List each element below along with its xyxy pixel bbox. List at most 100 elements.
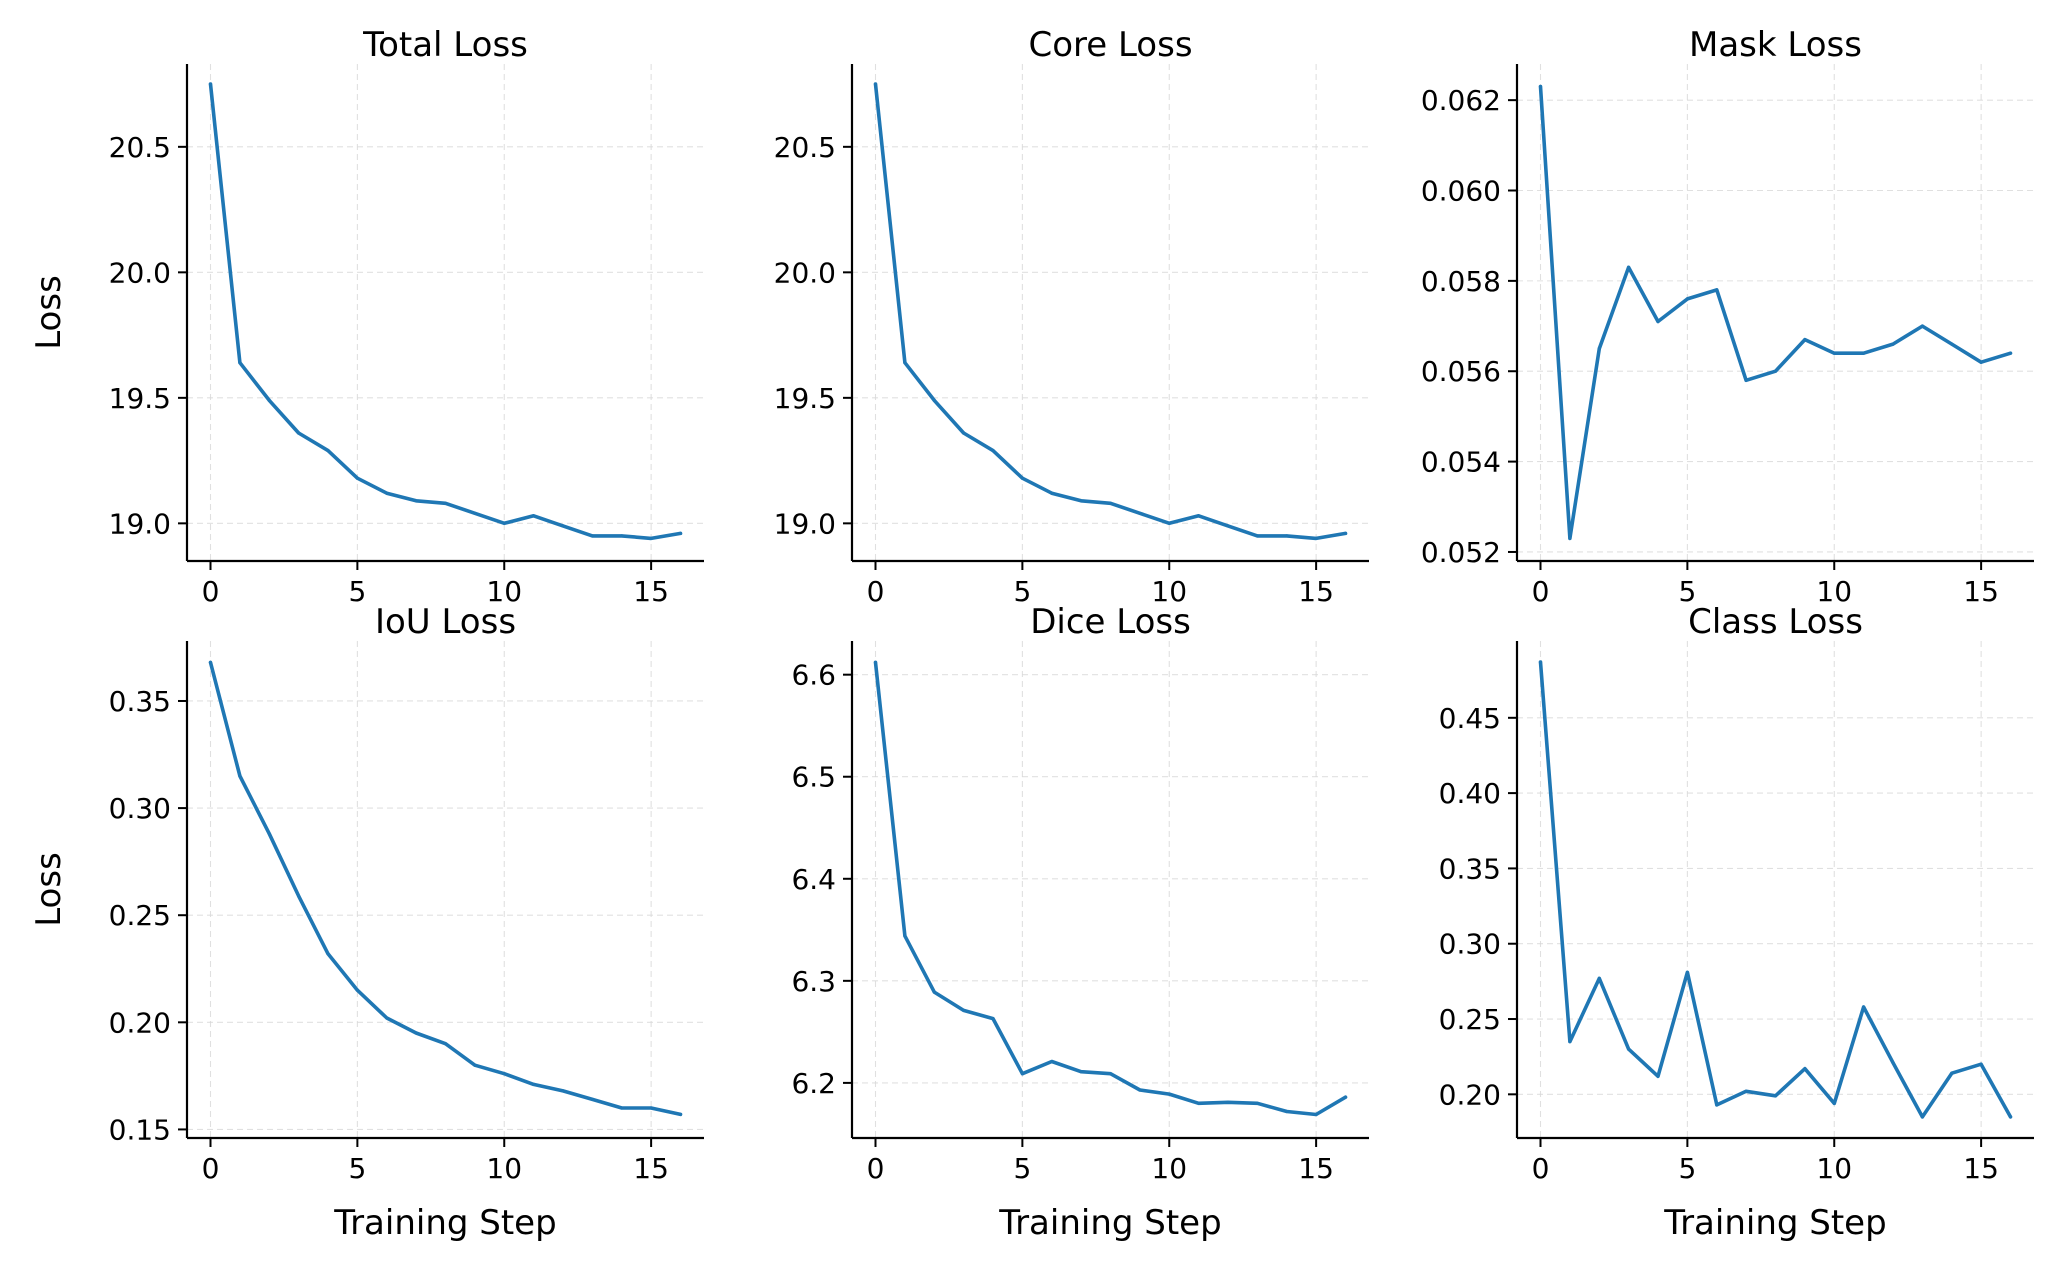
data-point bbox=[355, 476, 359, 480]
data-point bbox=[502, 1072, 506, 1076]
data-point bbox=[414, 499, 418, 503]
x-tick-label: 15 bbox=[1963, 575, 1999, 608]
data-point bbox=[1950, 342, 1954, 346]
data-point bbox=[1538, 660, 1543, 664]
x-tick-label: 5 bbox=[1013, 1152, 1031, 1185]
y-tick-label: 0.054 bbox=[1421, 446, 1501, 479]
data-point bbox=[1862, 1005, 1866, 1009]
data-point bbox=[1685, 297, 1689, 301]
y-tick-label: 0.25 bbox=[109, 899, 171, 932]
data-point bbox=[2008, 1115, 2013, 1119]
panel-title: IoU Loss bbox=[375, 602, 516, 642]
x-axis-label: Training Step bbox=[333, 1203, 556, 1243]
data-point bbox=[1020, 476, 1024, 480]
data-point bbox=[1656, 319, 1660, 324]
x-tick-label: 0 bbox=[202, 575, 220, 608]
x-tick-label: 15 bbox=[633, 1152, 669, 1185]
x-axis-label: Training Step bbox=[1663, 1203, 1886, 1243]
panel-title: Class Loss bbox=[1688, 602, 1863, 642]
x-axis-label: Training Step bbox=[998, 1203, 1221, 1243]
data-point bbox=[1138, 511, 1142, 515]
data-point bbox=[620, 1106, 624, 1110]
data-point bbox=[1343, 531, 1348, 536]
data-point bbox=[1979, 1062, 1983, 1066]
data-point bbox=[1226, 524, 1230, 528]
data-point bbox=[1568, 1040, 1572, 1044]
data-point bbox=[1285, 1109, 1289, 1114]
y-tick-label: 20.5 bbox=[109, 131, 171, 164]
y-tick-label: 0.060 bbox=[1421, 175, 1501, 208]
data-point bbox=[561, 1089, 565, 1093]
x-tick-label: 0 bbox=[1532, 575, 1550, 608]
data-point bbox=[1803, 1067, 1807, 1071]
data-point bbox=[932, 990, 936, 994]
data-point bbox=[1050, 491, 1054, 495]
data-point bbox=[267, 398, 271, 402]
data-point bbox=[1685, 970, 1689, 974]
data-point bbox=[962, 431, 966, 435]
data-point bbox=[2008, 351, 2013, 355]
y-tick-label: 0.20 bbox=[1439, 1078, 1501, 1111]
data-point bbox=[267, 832, 271, 836]
data-point bbox=[1050, 1059, 1054, 1064]
panel-title: Core Loss bbox=[1028, 25, 1192, 65]
y-axis-label: Loss bbox=[29, 275, 69, 350]
x-tick-label: 0 bbox=[867, 575, 885, 608]
panel-title: Mask Loss bbox=[1689, 25, 1862, 65]
data-point bbox=[678, 1112, 683, 1116]
data-point bbox=[873, 82, 878, 86]
data-point bbox=[991, 1017, 995, 1021]
data-point bbox=[1773, 1094, 1778, 1098]
data-point bbox=[1197, 514, 1201, 518]
panel-5: 0 5 10 15 6.2 6.3 6.4 6.5 6.6 Dice Loss Training S… bbox=[791, 602, 1369, 1243]
data-point bbox=[1744, 1089, 1748, 1093]
data-point bbox=[1715, 288, 1719, 292]
y-tick-label: 0.35 bbox=[1439, 852, 1501, 885]
data-point bbox=[443, 501, 448, 505]
x-tick-label: 10 bbox=[1816, 575, 1852, 608]
data-point bbox=[1979, 360, 1983, 364]
panel-3: 0 5 10 15 0.052 0.054 0.056 0.058 0.060 0.062 Mask… bbox=[1421, 25, 2034, 608]
data-point bbox=[561, 524, 565, 528]
y-tick-label: 19.0 bbox=[109, 507, 171, 540]
y-tick-label: 20.0 bbox=[774, 256, 836, 289]
data-point bbox=[1744, 378, 1748, 382]
data-point bbox=[502, 521, 506, 525]
x-tick-label: 10 bbox=[486, 1152, 522, 1185]
data-point bbox=[590, 534, 595, 538]
data-point bbox=[238, 774, 242, 778]
y-tick-label: 0.30 bbox=[1439, 928, 1501, 961]
y-tick-label: 6.3 bbox=[791, 965, 836, 998]
x-tick-label: 5 bbox=[1678, 1152, 1696, 1185]
data-point bbox=[1715, 1103, 1719, 1107]
x-tick-label: 0 bbox=[202, 1152, 220, 1185]
data-point bbox=[1138, 1088, 1142, 1092]
x-tick-label: 5 bbox=[348, 575, 366, 608]
y-tick-label: 0.058 bbox=[1421, 265, 1501, 298]
data-point bbox=[385, 491, 389, 495]
data-point bbox=[1197, 1101, 1201, 1105]
data-point bbox=[297, 431, 301, 435]
data-point bbox=[1226, 1100, 1230, 1104]
data-point bbox=[238, 361, 242, 365]
data-point bbox=[1773, 369, 1778, 373]
x-tick-label: 10 bbox=[1816, 1152, 1852, 1185]
data-point bbox=[1568, 536, 1572, 541]
x-tick-label: 10 bbox=[1151, 1152, 1187, 1185]
data-point bbox=[1314, 536, 1318, 541]
y-tick-label: 6.6 bbox=[791, 659, 836, 692]
y-tick-label: 19.0 bbox=[774, 507, 836, 540]
data-point bbox=[414, 1031, 418, 1035]
data-point bbox=[1285, 534, 1289, 538]
y-tick-label: 0.20 bbox=[109, 1006, 171, 1039]
data-point bbox=[649, 536, 653, 541]
y-tick-label: 6.4 bbox=[791, 863, 836, 896]
data-point bbox=[1656, 1074, 1660, 1078]
data-point bbox=[473, 511, 477, 515]
x-tick-label: 15 bbox=[1298, 575, 1334, 608]
data-point bbox=[473, 1063, 477, 1067]
data-point bbox=[355, 988, 359, 992]
data-point bbox=[1255, 534, 1259, 538]
